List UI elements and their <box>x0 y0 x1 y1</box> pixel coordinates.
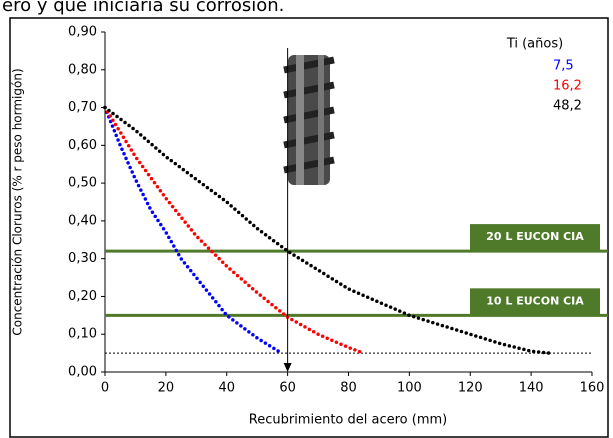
series-line <box>103 105 552 355</box>
threshold-label: 20 L EUCON CIA <box>486 230 584 243</box>
y-tick-label: 0,30 <box>68 251 97 266</box>
threshold-label: 10 L EUCON CIA <box>486 294 584 307</box>
y-axis-label: Concentración Cloruros (% r peso hormigó… <box>11 68 25 335</box>
y-tick-label: 0,70 <box>68 100 97 115</box>
marker-arrow <box>283 363 292 372</box>
threshold-box <box>470 288 600 315</box>
y-tick-label: 0,10 <box>68 327 97 342</box>
x-tick-label: 160 <box>580 381 605 396</box>
y-tick-label: 0,40 <box>68 213 97 228</box>
x-tick-label: 140 <box>519 381 544 396</box>
x-tick-label: 80 <box>340 381 357 396</box>
legend-entry: 48,2 <box>553 99 582 114</box>
y-tick-label: 0,50 <box>68 176 97 191</box>
y-tick-label: 0,80 <box>68 62 97 77</box>
legend-title: Ti (años) <box>506 37 563 52</box>
frame <box>9 17 609 438</box>
series-line <box>103 105 366 355</box>
rebar <box>283 55 335 185</box>
x-tick-label: 0 <box>101 381 109 396</box>
y-tick-label: 0,20 <box>68 289 97 304</box>
x-tick-label: 100 <box>397 381 422 396</box>
threshold-box <box>470 224 600 251</box>
x-tick-label: 40 <box>218 381 235 396</box>
y-tick-label: 0,00 <box>68 365 97 380</box>
y-tick-label: 0,60 <box>68 138 97 153</box>
x-axis-label: Recubrimiento del acero (mm) <box>249 413 447 428</box>
legend-entry: 16,2 <box>553 79 582 94</box>
y-tick-label: 0,90 <box>68 25 97 40</box>
x-tick-label: 120 <box>458 381 483 396</box>
x-tick-label: 20 <box>158 381 175 396</box>
series-line <box>103 105 284 355</box>
caption: ero y que iniciaría su corrosión. <box>2 0 284 16</box>
x-tick-label: 60 <box>279 381 296 396</box>
legend-entry: 7,5 <box>553 59 574 74</box>
